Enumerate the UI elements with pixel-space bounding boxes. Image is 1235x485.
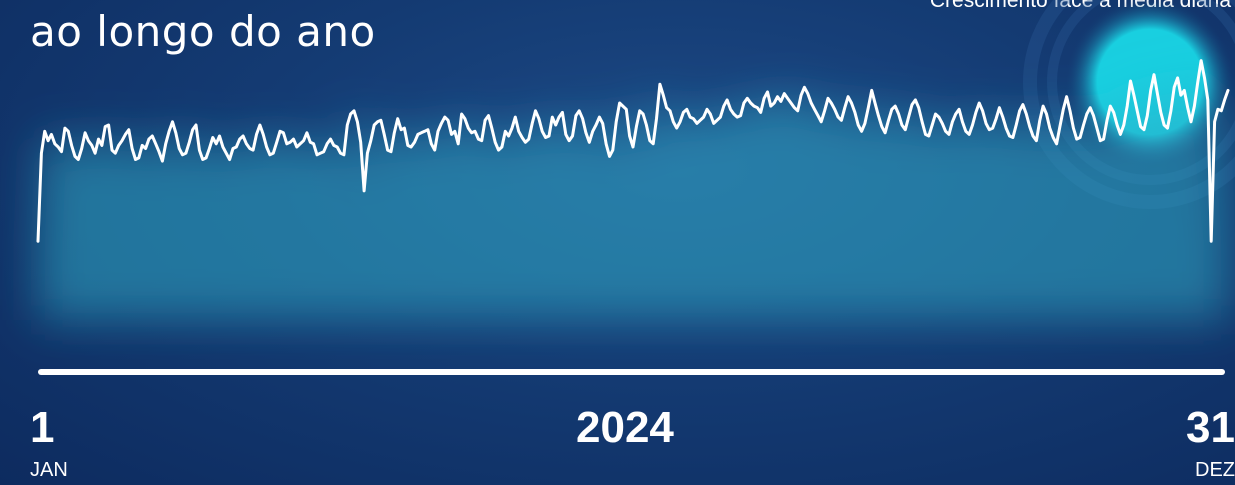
year-label: 2024 [576,403,674,452]
start-month-label: JAN [30,459,68,481]
start-day-label: 1 [30,403,55,452]
timeline-bar [38,369,1225,375]
chart-title: ao longo do ano [30,7,376,56]
line-glow-area [38,60,1228,320]
series-line [36,59,1230,243]
end-day-label: 31 [1186,403,1235,452]
end-month-label: DEZ [1195,459,1235,481]
